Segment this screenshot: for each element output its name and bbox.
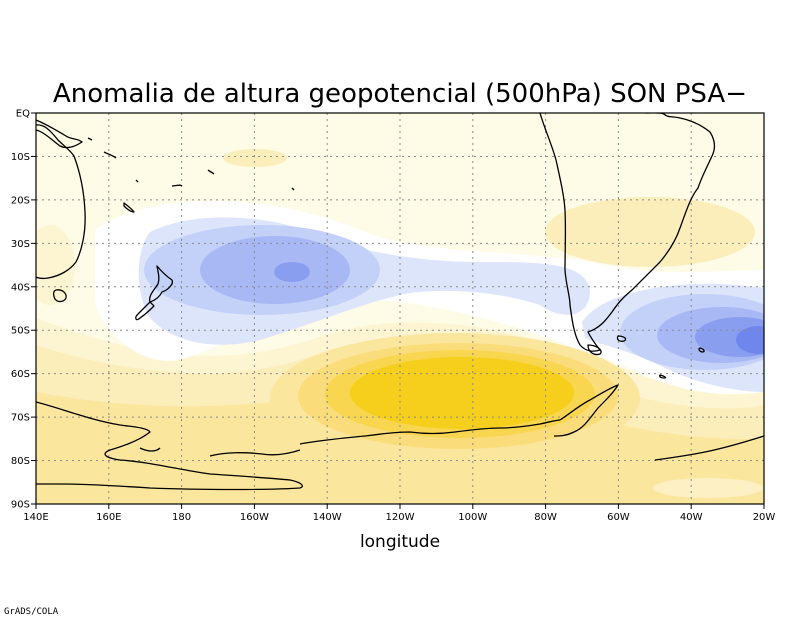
new-zealand-south-coast bbox=[135, 301, 155, 321]
x-tick-label: 120W bbox=[386, 512, 415, 523]
x-tick-label: 140W bbox=[313, 512, 342, 523]
y-tick-label: 80S bbox=[11, 456, 30, 467]
y-tick-label: 70S bbox=[11, 413, 30, 424]
y-tick-marks: EQ 10S 20S 30S 40S 50S 60S 70S 80S 90S bbox=[11, 109, 36, 511]
positive-anomaly-atlantic bbox=[545, 197, 755, 267]
positive-anomaly-tropical bbox=[223, 149, 287, 167]
x-axis-label: longitude bbox=[360, 532, 440, 552]
tierra-del-fuego-coast bbox=[587, 344, 602, 356]
x-tick-label: 80W bbox=[534, 512, 557, 523]
y-tick-label: 60S bbox=[11, 369, 30, 380]
y-tick-label: 90S bbox=[11, 500, 30, 511]
falklands-coast bbox=[616, 335, 627, 342]
credit-label: GrADS/COLA bbox=[4, 607, 59, 617]
south-georgia-island bbox=[659, 374, 667, 379]
x-tick-label: 60W bbox=[607, 512, 630, 523]
bouvet-island bbox=[698, 347, 705, 353]
plot-area bbox=[36, 113, 764, 504]
positive-anomaly-south-atlantic bbox=[653, 478, 763, 498]
x-tick-marks: 140E 160E 180 160W 140W 120W 100W 80W 60W 40W 20W bbox=[23, 504, 775, 523]
coastlines bbox=[36, 113, 764, 491]
x-tick-label: 20W bbox=[753, 512, 776, 523]
map-title: Anomalia de altura geopotencial (500hPa)… bbox=[53, 79, 747, 109]
tasmania-coast bbox=[52, 289, 67, 303]
x-tick-label: 100W bbox=[458, 512, 487, 523]
south-america-coast bbox=[539, 113, 716, 352]
australia-coast bbox=[36, 124, 86, 280]
y-tick-label: 50S bbox=[11, 326, 30, 337]
graticule bbox=[36, 113, 764, 504]
y-tick-label: 10S bbox=[11, 152, 30, 163]
positive-anomaly-australia bbox=[36, 225, 75, 305]
new-guinea-coast bbox=[36, 119, 83, 149]
y-tick-label: EQ bbox=[16, 109, 30, 120]
y-tick-label: 20S bbox=[11, 195, 30, 206]
negative-anomaly-atlantic-5 bbox=[736, 326, 764, 354]
antarctica-coast bbox=[36, 401, 764, 491]
x-tick-label: 180 bbox=[172, 512, 191, 523]
new-zealand-north-coast bbox=[148, 265, 174, 303]
y-tick-label: 40S bbox=[11, 282, 30, 293]
x-tick-label: 140E bbox=[23, 512, 48, 523]
x-tick-label: 160E bbox=[96, 512, 121, 523]
negative-anomaly-pacific-4 bbox=[274, 262, 310, 282]
positive-anomaly-core-4 bbox=[350, 357, 574, 429]
x-tick-label: 40W bbox=[680, 512, 703, 523]
y-tick-label: 30S bbox=[11, 239, 30, 250]
antarctic-peninsula-coast bbox=[553, 384, 619, 437]
new-caledonia-coast bbox=[123, 202, 135, 213]
small-pacific-islands bbox=[87, 137, 295, 191]
x-tick-label: 160W bbox=[240, 512, 269, 523]
